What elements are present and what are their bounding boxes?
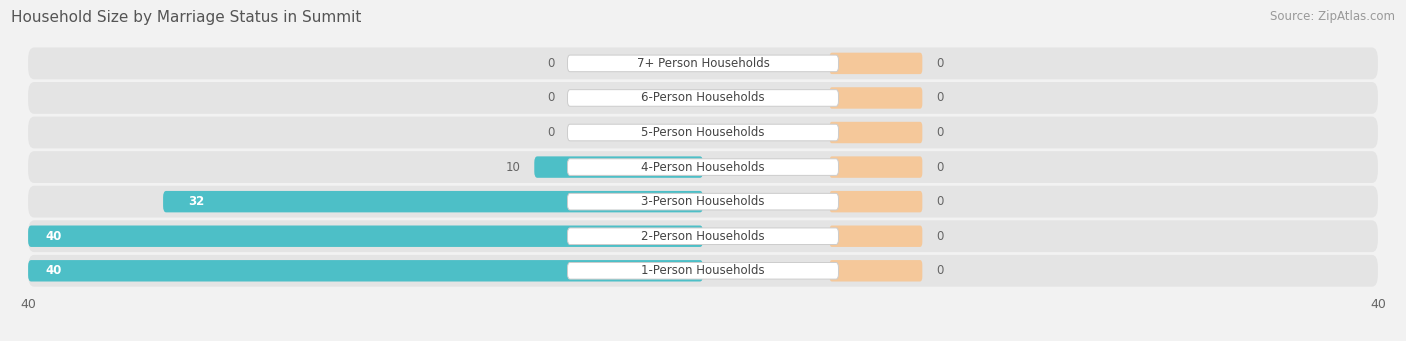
FancyBboxPatch shape [830, 87, 922, 109]
FancyBboxPatch shape [568, 159, 838, 175]
FancyBboxPatch shape [28, 47, 1378, 79]
FancyBboxPatch shape [28, 220, 1378, 252]
FancyBboxPatch shape [830, 157, 922, 178]
Text: 7+ Person Households: 7+ Person Households [637, 57, 769, 70]
FancyBboxPatch shape [568, 228, 838, 244]
FancyBboxPatch shape [28, 186, 1378, 218]
Text: 0: 0 [547, 91, 554, 104]
Text: 0: 0 [936, 126, 943, 139]
Text: 3-Person Households: 3-Person Households [641, 195, 765, 208]
Text: 0: 0 [936, 161, 943, 174]
Text: 40: 40 [45, 230, 62, 243]
Text: 0: 0 [547, 126, 554, 139]
FancyBboxPatch shape [534, 157, 703, 178]
FancyBboxPatch shape [830, 122, 922, 143]
Text: 0: 0 [936, 230, 943, 243]
Text: 6-Person Households: 6-Person Households [641, 91, 765, 104]
FancyBboxPatch shape [568, 193, 838, 210]
Text: 5-Person Households: 5-Person Households [641, 126, 765, 139]
Text: 40: 40 [45, 264, 62, 277]
Text: Source: ZipAtlas.com: Source: ZipAtlas.com [1270, 10, 1395, 23]
FancyBboxPatch shape [830, 53, 922, 74]
FancyBboxPatch shape [568, 124, 838, 141]
FancyBboxPatch shape [163, 191, 703, 212]
FancyBboxPatch shape [830, 225, 922, 247]
Text: 2-Person Households: 2-Person Households [641, 230, 765, 243]
Text: 1-Person Households: 1-Person Households [641, 264, 765, 277]
FancyBboxPatch shape [568, 263, 838, 279]
FancyBboxPatch shape [28, 82, 1378, 114]
FancyBboxPatch shape [28, 260, 703, 282]
Text: Household Size by Marriage Status in Summit: Household Size by Marriage Status in Sum… [11, 10, 361, 25]
Text: 0: 0 [936, 91, 943, 104]
Text: 10: 10 [506, 161, 520, 174]
Text: 0: 0 [936, 195, 943, 208]
FancyBboxPatch shape [568, 55, 838, 72]
FancyBboxPatch shape [830, 191, 922, 212]
FancyBboxPatch shape [28, 117, 1378, 148]
Text: 0: 0 [936, 264, 943, 277]
FancyBboxPatch shape [830, 260, 922, 282]
FancyBboxPatch shape [28, 255, 1378, 287]
Text: 32: 32 [188, 195, 205, 208]
Text: 4-Person Households: 4-Person Households [641, 161, 765, 174]
FancyBboxPatch shape [28, 225, 703, 247]
FancyBboxPatch shape [28, 151, 1378, 183]
Text: 0: 0 [936, 57, 943, 70]
FancyBboxPatch shape [568, 90, 838, 106]
Text: 0: 0 [547, 57, 554, 70]
